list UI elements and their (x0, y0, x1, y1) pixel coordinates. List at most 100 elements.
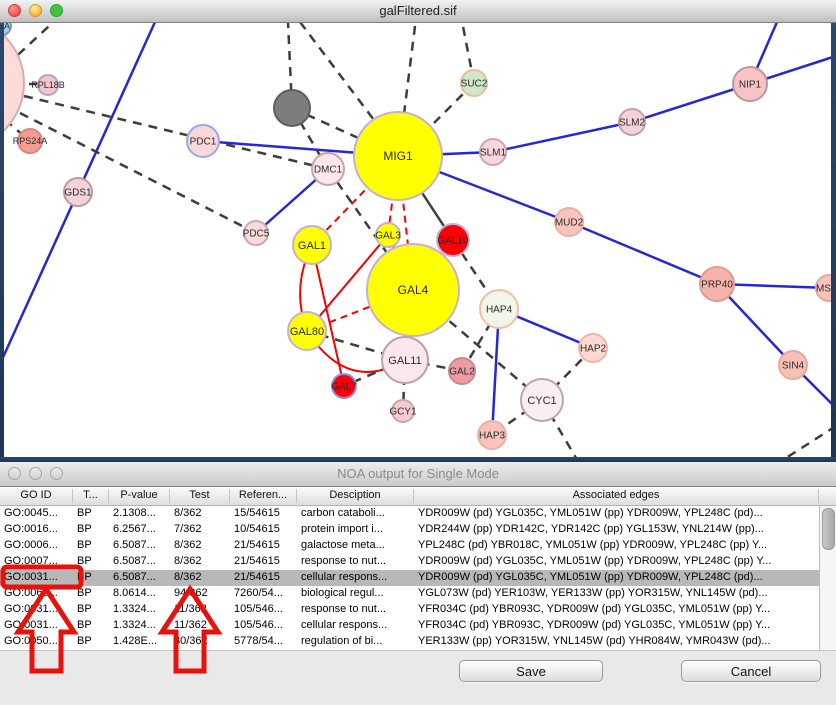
node-label-HAP4: HAP4 (486, 305, 513, 316)
node-SLM2[interactable] (618, 108, 646, 136)
table-row[interactable]: GO:0031... BP 6.5087... 8/362 21/54615 cellul… (0, 570, 819, 586)
node-SIN4[interactable] (778, 350, 808, 380)
node-DMC1[interactable] (311, 152, 345, 186)
edge-blue (716, 283, 794, 366)
cell-test: 8/362 (174, 539, 202, 551)
column-header-test[interactable]: Test (170, 489, 230, 503)
table-header[interactable]: GO ID T... P-value Test Referen... Desciption… (0, 487, 836, 506)
table-row[interactable]: GO:0007... BP 6.5087... 8/362 21/54615 respon… (0, 554, 819, 570)
cell-type: BP (77, 555, 92, 567)
node-HAP4[interactable] (479, 289, 519, 329)
edge-gray-dash (412, 289, 543, 401)
column-header-reference[interactable]: Referen... (230, 489, 297, 503)
node-HAP2[interactable] (578, 333, 608, 363)
node-NIP1[interactable] (732, 66, 768, 102)
zoom-button-inactive[interactable] (50, 467, 63, 480)
cell-p_value: 6.5087... (113, 539, 156, 551)
cancel-button[interactable]: Cancel (681, 660, 821, 682)
network-canvas[interactable]: 17A RPL18B RPS24A GDS1 PDC1 PDC5 MIG1 DMC1 SUC2 S… (0, 22, 836, 458)
node-label-GAL3: GAL3 (375, 231, 401, 242)
node-GAL3[interactable] (375, 222, 401, 248)
cell-go_id: GO:0050... (4, 635, 58, 647)
node-label-GAL1: GAL1 (298, 240, 326, 252)
column-header-edges[interactable]: Associated edges (414, 489, 819, 503)
minimize-button[interactable] (29, 4, 42, 17)
column-header-p_value[interactable]: P-value (109, 489, 170, 503)
close-button-inactive[interactable] (8, 467, 21, 480)
edge-red (311, 244, 345, 387)
node-GCY1[interactable] (391, 399, 415, 423)
cell-go_id: GO:0031... (4, 571, 58, 583)
noa-output-window: NOA output for Single Mode GO ID T... P-va… (0, 462, 836, 705)
column-header-go_id[interactable]: GO ID (0, 489, 73, 503)
cell-edges: YPL248C (pd) YBR018C, YML051W (pp) YDR00… (418, 539, 768, 551)
cell-edges: YDR009W (pd) YGL035C, YML051W (pp) YDR00… (418, 571, 763, 583)
node-GAL80[interactable] (287, 311, 327, 351)
canvas-border-bottom (0, 457, 836, 462)
node-GAL1[interactable] (292, 225, 332, 265)
edge-gray-dash (460, 308, 501, 372)
cell-reference: 5778/54... (234, 635, 283, 647)
node-label-GAL7: GAL7 (331, 382, 357, 393)
table-row[interactable]: GO:0006... BP 6.5087... 8/362 21/54615 galact… (0, 538, 819, 554)
node-PDC5[interactable] (243, 220, 269, 246)
minimize-button-inactive[interactable] (29, 467, 42, 480)
node-MUD2[interactable] (554, 207, 584, 237)
node-label-RPL18B: RPL18B (31, 80, 65, 90)
edge-gray-dash (19, 111, 257, 235)
node-RPL18B[interactable] (37, 74, 59, 96)
cell-test: 11/362 (174, 619, 207, 631)
cell-type: BP (77, 619, 92, 631)
zoom-button[interactable] (50, 4, 63, 17)
node-GAL10[interactable] (436, 223, 470, 257)
graph-titlebar[interactable]: galFiltered.sif (0, 0, 836, 23)
cell-description: carbon cataboli... (301, 507, 385, 519)
node-RPS24A[interactable] (17, 128, 43, 154)
node-label-MSL5: MSL5 (816, 284, 836, 295)
table-titlebar[interactable]: NOA output for Single Mode (0, 462, 836, 487)
table-row[interactable]: GO:0050... BP 1.428E... 80/362 5778/54... reg… (0, 634, 819, 650)
vertical-scrollbar[interactable] (819, 506, 836, 650)
node-SUC2[interactable] (460, 69, 488, 97)
cell-edges: YFR034C (pd) YBR093C, YDR009W (pd) YGL03… (418, 603, 771, 615)
cell-go_id: GO:0045... (4, 507, 58, 519)
cell-go_id: GO:0007... (4, 555, 58, 567)
node-label-GAL10: GAL10 (437, 236, 469, 247)
node-GAL4[interactable] (366, 243, 460, 337)
node-SLM1[interactable] (479, 138, 507, 166)
node-GAL11[interactable] (381, 336, 429, 384)
scrollbar-thumb[interactable] (822, 508, 835, 550)
node-label-SIN4: SIN4 (782, 361, 805, 372)
cell-go_id: GO:0006... (4, 539, 58, 551)
node-gray-node[interactable] (273, 89, 311, 127)
node-MIG1[interactable] (353, 111, 443, 201)
node-label-HAP3: HAP3 (479, 431, 506, 442)
node-label-CYC1: CYC1 (527, 395, 556, 407)
table-row[interactable]: GO:0065... BP 8.0614... 94/362 7260/54... bio… (0, 586, 819, 602)
node-PDC1[interactable] (186, 124, 220, 158)
table-row[interactable]: GO:0045... BP 2.1308... 8/362 15/54615 carbon… (0, 506, 819, 522)
node-label-SLM2: SLM2 (619, 118, 646, 129)
table-row[interactable]: GO:0016... BP 6.2567... 7/362 10/54615 protei… (0, 522, 819, 538)
node-GAL7[interactable] (331, 373, 357, 399)
table-row[interactable]: GO:0031... BP 1.3324... 11/362 105/546... cel… (0, 618, 819, 634)
save-button[interactable]: Save (459, 660, 603, 682)
edge-blue (490, 308, 501, 436)
edge-gray-dash (23, 94, 329, 171)
node-GDS1[interactable] (63, 177, 93, 207)
node-GAL2[interactable] (448, 357, 476, 385)
cell-type: BP (77, 635, 92, 647)
node-PRP40[interactable] (699, 266, 735, 302)
column-header-description[interactable]: Desciption (297, 489, 414, 503)
close-button[interactable] (8, 4, 21, 17)
node-HAP3[interactable] (477, 420, 507, 450)
node-big-left[interactable] (0, 22, 25, 149)
node-CYC1[interactable] (520, 378, 564, 422)
edge-gray-dash (540, 399, 578, 458)
table-row[interactable]: GO:0031... BP 1.3324... 11/362 105/546... res… (0, 602, 819, 618)
column-header-type[interactable]: T... (73, 489, 109, 503)
node-label-GAL11: GAL11 (388, 355, 421, 367)
node-label-GAL80: GAL80 (290, 326, 324, 338)
cell-test: 80/362 (174, 635, 208, 647)
edge-gray-dash (402, 22, 417, 115)
